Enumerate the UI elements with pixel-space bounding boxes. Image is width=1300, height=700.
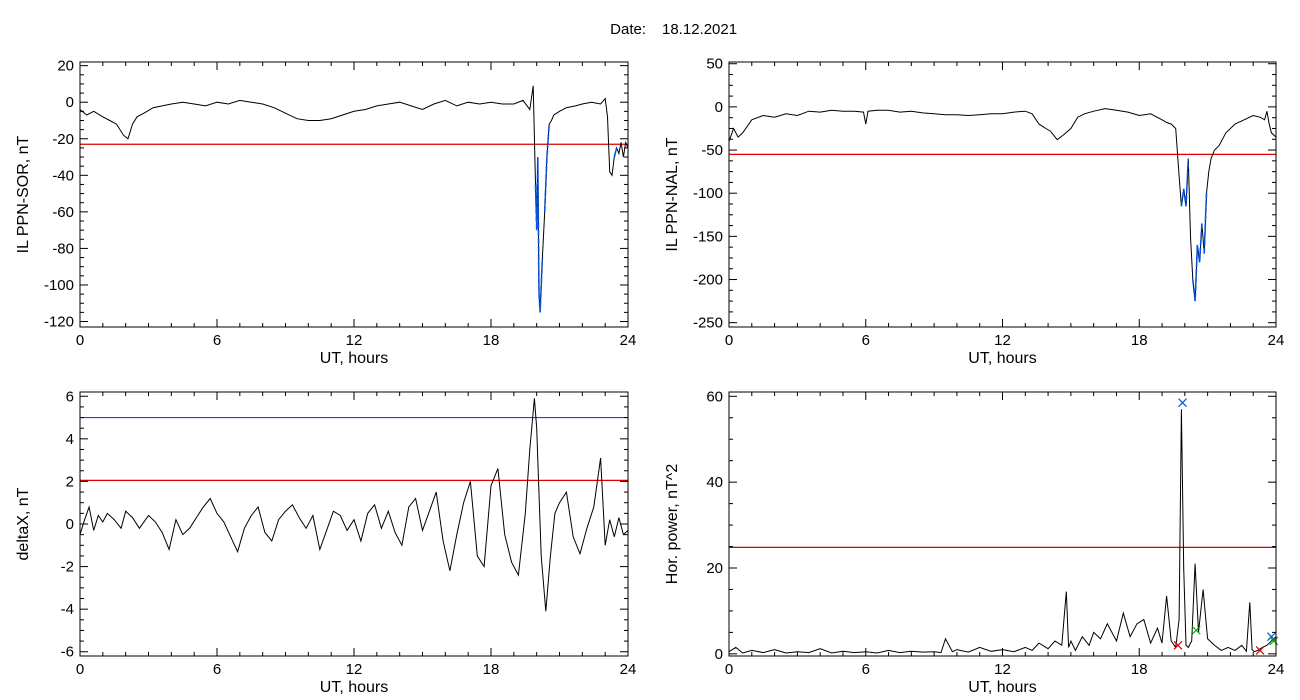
y-tick-label: 6	[66, 388, 74, 405]
y-tick-label: 0	[715, 646, 723, 663]
y-tick-label: -120	[44, 314, 74, 331]
y-tick-label: 0	[66, 94, 74, 111]
y-tick-label: 0	[715, 99, 723, 116]
x-marker	[1267, 632, 1276, 642]
series-line	[80, 85, 628, 313]
x-axis-label: UT, hours	[968, 679, 1036, 696]
x-tick-label: 18	[483, 661, 500, 678]
x-marker	[1178, 398, 1187, 408]
highlight-segment	[613, 147, 618, 158]
highlight-segment	[543, 124, 550, 212]
series-line	[80, 398, 628, 612]
x-tick-label: 0	[76, 332, 84, 349]
panel-sor: 0 6 12 18 24 20 0 -20 -40 -60 -80 -100 -120 UT, hours…	[15, 58, 636, 367]
y-tick-label: -20	[52, 131, 74, 148]
date-label: Date:	[610, 21, 646, 38]
y-axis-label: deltaX, nT	[15, 487, 32, 560]
date-value: 18.12.2021	[662, 21, 737, 38]
y-tick-label: 40	[706, 474, 723, 491]
highlight-segment	[534, 156, 544, 313]
x-axis-label: UT, hours	[320, 679, 388, 696]
highlight-segment	[1203, 193, 1208, 254]
y-tick-label: -2	[61, 559, 74, 576]
series-line	[729, 409, 1276, 654]
panel-nal: 0 6 12 18 24 50 0 -50 -100 -150 -200 -250 UT, hours I…	[664, 56, 1284, 367]
x-tick-label: 24	[1268, 332, 1285, 349]
x-tick-label: 24	[620, 332, 637, 349]
y-tick-label: 4	[66, 431, 74, 448]
y-tick-label: 20	[706, 560, 723, 577]
x-tick-label: 6	[213, 661, 221, 678]
y-tick-label: -100	[693, 185, 723, 202]
y-tick-label: -40	[52, 167, 74, 184]
x-tick-label: 6	[862, 661, 870, 678]
x-tick-label: 0	[725, 661, 733, 678]
x-tick-label: 24	[620, 661, 637, 678]
x-tick-label: 12	[994, 661, 1011, 678]
x-tick-label: 0	[725, 332, 733, 349]
x-marker	[1255, 645, 1265, 655]
x-tick-label: 18	[483, 332, 500, 349]
x-tick-label: 6	[862, 332, 870, 349]
x-tick-label: 18	[1131, 661, 1148, 678]
y-tick-label: 2	[66, 473, 74, 490]
x-axis-label: UT, hours	[320, 350, 388, 367]
highlight-segment	[1192, 223, 1203, 302]
x-axis-label: UT, hours	[968, 350, 1036, 367]
y-tick-label: -200	[693, 272, 723, 289]
panel-power: 0 6 12 18 24 60 40 20 0 UT, hours Hor. power, nT^2	[664, 388, 1284, 696]
x-tick-label: 12	[346, 332, 363, 349]
y-axis-label: IL PPN-SOR, nT	[15, 135, 32, 253]
y-tick-label: 20	[57, 58, 74, 75]
x-tick-label: 12	[346, 661, 363, 678]
y-tick-label: -150	[693, 228, 723, 245]
y-tick-label: 50	[706, 56, 723, 73]
y-tick-label: -250	[693, 315, 723, 332]
y-tick-label: -100	[44, 277, 74, 294]
y-axis-label: Hor. power, nT^2	[664, 464, 681, 585]
plot-frame	[728, 391, 1277, 657]
y-tick-label: 60	[706, 388, 723, 405]
plot-frame	[79, 391, 629, 657]
series-line	[729, 108, 1276, 302]
x-tick-label: 24	[1268, 661, 1285, 678]
x-tick-label: 12	[994, 332, 1011, 349]
x-tick-label: 0	[76, 661, 84, 678]
x-tick-label: 6	[213, 332, 221, 349]
y-tick-label: -80	[52, 240, 74, 257]
highlight-segment	[1180, 158, 1190, 207]
panel-deltax: 0 6 12 18 24 6 4 2 0 -2 -4 -6 UT, hours deltaX, nT	[15, 388, 636, 696]
y-tick-label: -6	[61, 644, 74, 661]
y-tick-label: 0	[66, 516, 74, 533]
x-tick-label: 18	[1131, 332, 1148, 349]
x-marker	[1191, 625, 1201, 635]
y-tick-label: -4	[61, 601, 74, 618]
y-tick-label: -50	[701, 142, 723, 159]
x-marker	[1173, 640, 1183, 650]
y-tick-label: -60	[52, 204, 74, 221]
y-axis-label: IL PPN-NAL, nT	[664, 137, 681, 251]
